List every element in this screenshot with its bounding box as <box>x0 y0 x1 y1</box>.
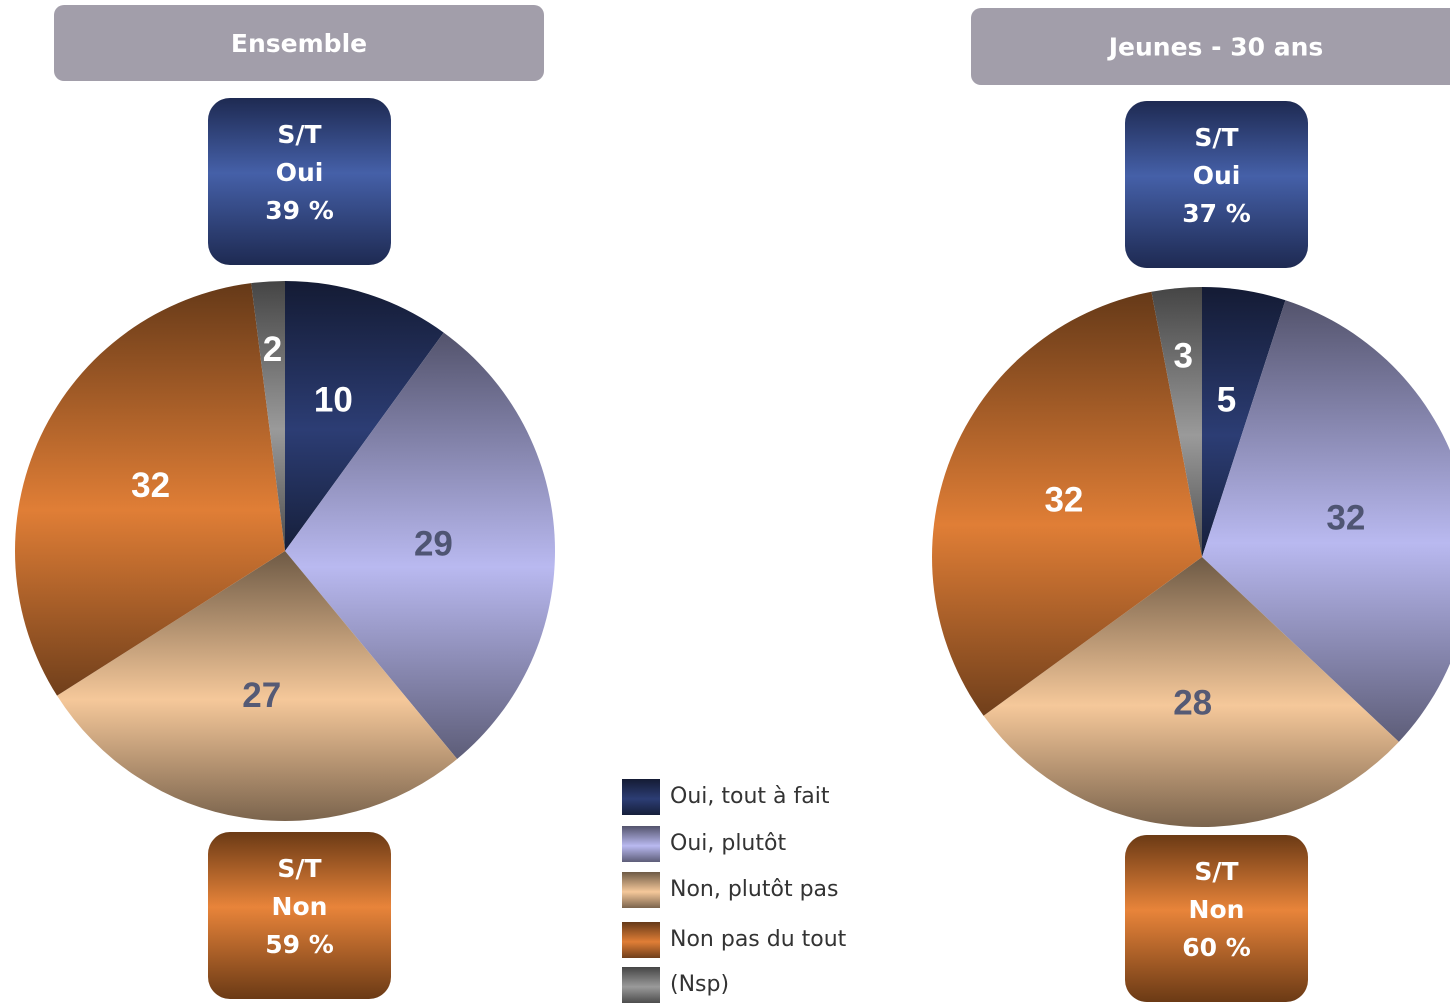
legend-label: Non, plutôt pas <box>670 877 838 902</box>
chart-title: Jeunes - 30 ans <box>1107 33 1324 62</box>
header-box <box>54 5 544 81</box>
summary-text: 37 % <box>1182 199 1251 228</box>
pie-slice <box>1151 287 1202 557</box>
legend-swatch <box>622 779 660 815</box>
summary-text: Non <box>1189 895 1245 924</box>
summary-box <box>1125 101 1308 268</box>
summary-text: 39 % <box>265 196 334 225</box>
summary-text: Non <box>272 892 328 921</box>
data-label: 3 <box>1173 336 1192 375</box>
data-label: 32 <box>1326 498 1365 537</box>
summary-text: Oui <box>276 158 324 187</box>
summary-text: S/T <box>1194 123 1238 152</box>
pie-slice <box>57 551 458 821</box>
legend-label: (Nsp) <box>670 972 729 997</box>
legend-swatch <box>622 967 660 1003</box>
legend-swatch <box>622 826 660 862</box>
summary-text: S/T <box>1194 857 1238 886</box>
data-label: 2 <box>263 330 282 369</box>
data-label: 28 <box>1173 683 1212 722</box>
chart-title: Ensemble <box>231 29 367 58</box>
data-label: 32 <box>1044 481 1083 520</box>
header-box <box>971 8 1450 85</box>
data-label: 10 <box>314 380 353 419</box>
summary-box <box>208 98 391 265</box>
summary-box <box>1125 835 1308 1002</box>
data-label: 5 <box>1217 381 1236 420</box>
pie-slice <box>983 557 1399 828</box>
pie-slice <box>932 291 1202 716</box>
summary-text: S/T <box>277 120 321 149</box>
data-label: 27 <box>242 676 281 715</box>
summary-text: 60 % <box>1182 933 1251 962</box>
pie-slice <box>1202 287 1286 557</box>
pie-slice <box>1202 300 1450 742</box>
legend-label: Oui, plutôt <box>670 831 786 856</box>
summary-text: 59 % <box>265 930 334 959</box>
summary-text: Oui <box>1193 161 1241 190</box>
pie-slice <box>251 281 285 551</box>
summary-box <box>208 832 391 999</box>
summary-text: S/T <box>277 854 321 883</box>
legend-swatch <box>622 872 660 908</box>
pie-slice <box>14 283 285 696</box>
legend-label: Oui, tout à fait <box>670 784 830 809</box>
legend-label: Non pas du tout <box>670 927 847 952</box>
data-label: 32 <box>131 466 170 505</box>
pie-slice <box>285 332 556 760</box>
legend-swatch <box>622 922 660 958</box>
data-label: 29 <box>414 525 453 564</box>
pie-slice <box>285 281 444 551</box>
